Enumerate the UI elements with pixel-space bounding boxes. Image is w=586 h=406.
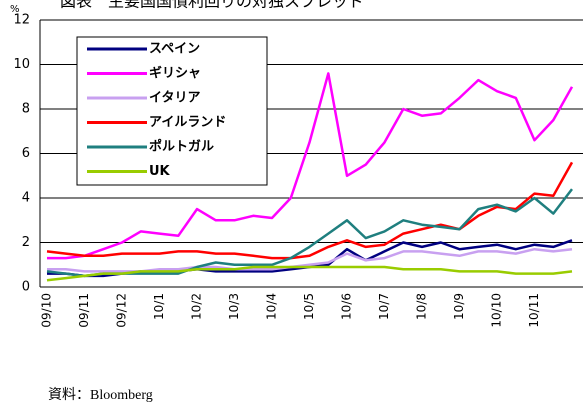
y-unit: % — [10, 4, 20, 15]
x-tick-label: 09/12 — [115, 293, 129, 328]
y-tick-label: 4 — [22, 191, 30, 206]
series-line — [47, 72, 574, 260]
series-line — [46, 265, 573, 282]
legend-label: アイルランド — [149, 115, 226, 130]
legend-label: ギリシャ — [149, 65, 201, 81]
chart-title: 図表 主要国国債利回りの対独スプレッド — [60, 0, 364, 11]
x-tick-label: 10/7 — [377, 293, 391, 320]
y-tick-label: 2 — [22, 235, 30, 250]
x-tick-label: 10/2 — [190, 293, 204, 320]
x-tick-label: 09/11 — [77, 293, 91, 328]
x-tick-label: 10/1 — [152, 293, 166, 320]
source: 資料：Bloomberg — [48, 387, 153, 403]
legend-label: イタリア — [149, 91, 200, 106]
series-line — [46, 188, 573, 278]
x-tick-label: 10/10 — [490, 293, 504, 328]
x-tick-label: 10/4 — [265, 293, 279, 320]
y-tick-label: 8 — [22, 102, 30, 117]
legend-box — [76, 36, 268, 186]
legend-label: UK — [149, 164, 171, 179]
y-tick-label: 12 — [13, 13, 30, 28]
x-tick-label: 10/11 — [527, 293, 541, 328]
x-tick-label: 09/10 — [40, 293, 54, 328]
x-tick-label: 10/5 — [302, 293, 316, 320]
y-tick-label: 0 — [22, 280, 30, 295]
series-line — [46, 161, 574, 260]
y-tick-label: 10 — [13, 57, 30, 72]
legend-label: スペイン — [149, 42, 200, 57]
y-tick-label: 6 — [22, 146, 30, 161]
x-tick-label: 10/8 — [415, 293, 429, 320]
legend-label: ポルトガル — [149, 139, 214, 155]
x-tick-label: 10/9 — [452, 293, 466, 320]
x-tick-label: 10/6 — [340, 293, 354, 320]
x-tick-label: 10/3 — [227, 293, 241, 320]
